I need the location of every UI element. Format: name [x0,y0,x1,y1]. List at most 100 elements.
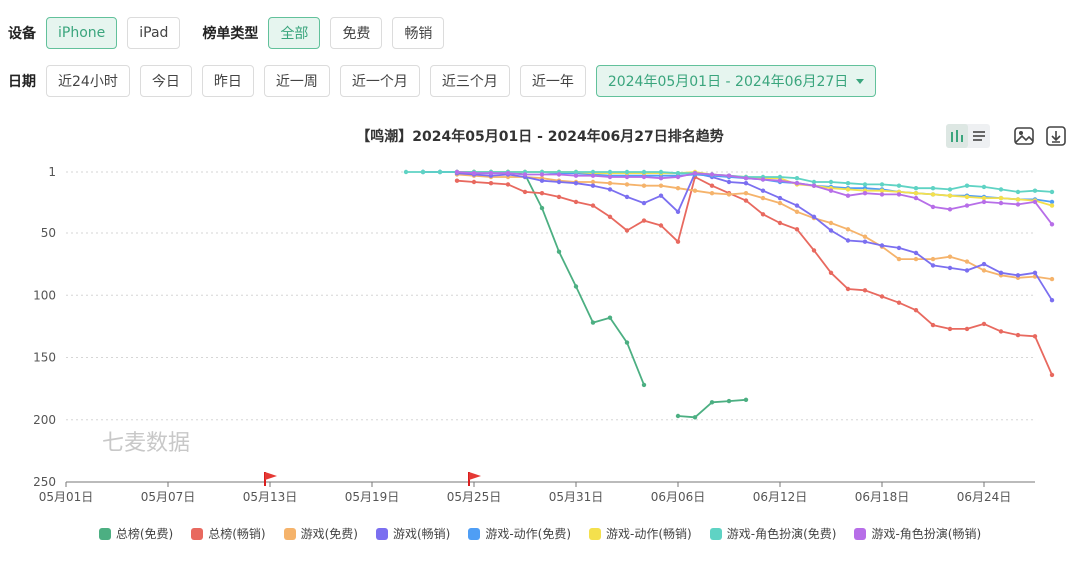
data-point[interactable] [845,238,851,243]
data-point[interactable] [896,300,902,305]
data-point[interactable] [726,173,732,178]
data-point[interactable] [811,248,817,253]
data-point[interactable] [811,183,817,188]
data-point[interactable] [947,254,953,259]
data-point[interactable] [845,187,851,192]
data-point[interactable] [590,169,596,175]
legend-item[interactable]: 总榜(畅销) [191,525,266,542]
data-point[interactable] [471,179,477,185]
data-point[interactable] [794,176,800,181]
data-point[interactable] [1015,332,1021,338]
data-point[interactable] [607,214,613,219]
data-point[interactable] [947,193,953,198]
data-point[interactable] [709,172,715,177]
download-icon[interactable] [1044,124,1068,148]
data-point[interactable] [947,265,953,271]
date-preset-24h[interactable]: 近24小时 [46,65,130,97]
list-icon[interactable] [968,124,990,148]
data-point[interactable] [998,200,1004,206]
data-point[interactable] [658,193,664,198]
data-point[interactable] [845,227,851,232]
data-point[interactable] [624,182,630,187]
data-point[interactable] [828,188,834,193]
data-point[interactable] [964,183,970,188]
data-point[interactable] [522,172,528,177]
data-point[interactable] [403,169,409,175]
date-range-picker[interactable]: 2024年05月01日 - 2024年06月27日 [595,65,877,97]
data-point[interactable] [556,249,562,254]
data-point[interactable] [845,193,851,198]
data-point[interactable] [607,315,613,320]
data-point[interactable] [437,169,443,175]
data-point[interactable] [641,218,647,223]
data-point[interactable] [862,239,868,244]
data-point[interactable] [760,188,766,193]
data-point[interactable] [539,178,545,183]
rank-type-grossing[interactable]: 畅销 [392,17,445,49]
data-point[interactable] [522,189,528,195]
data-point[interactable] [964,326,970,332]
data-point[interactable] [981,199,987,205]
legend-item[interactable]: 游戏(免费) [283,525,358,542]
data-point[interactable] [556,179,562,185]
data-point[interactable] [1015,202,1021,207]
data-point[interactable] [505,171,511,176]
data-point[interactable] [1049,203,1055,208]
data-point[interactable] [760,195,766,201]
data-point[interactable] [879,188,885,193]
data-point[interactable] [794,181,800,186]
data-point[interactable] [1032,270,1038,275]
data-point[interactable] [641,174,647,180]
data-point[interactable] [471,171,477,176]
data-point[interactable] [556,194,562,200]
data-point[interactable] [641,382,647,388]
data-point[interactable] [930,322,936,328]
event-flag-icon[interactable] [264,472,277,486]
event-flag-icon[interactable] [468,472,481,486]
bar-chart-icon[interactable] [946,124,968,148]
data-point[interactable] [573,284,579,289]
data-point[interactable] [913,186,919,191]
data-point[interactable] [607,174,613,180]
data-point[interactable] [947,207,953,212]
data-point[interactable] [590,179,596,185]
data-point[interactable] [590,173,596,178]
data-point[interactable] [573,181,579,186]
data-point[interactable] [743,397,749,402]
data-point[interactable] [930,263,936,268]
data-point[interactable] [981,261,987,267]
data-point[interactable] [896,245,902,251]
data-point[interactable] [454,169,460,175]
rank-type-free[interactable]: 免费 [330,17,383,49]
rank-type-all[interactable]: 全部 [268,17,321,49]
data-point[interactable] [556,172,562,177]
data-point[interactable] [947,326,953,332]
data-point[interactable] [879,294,885,299]
data-point[interactable] [420,169,426,175]
data-point[interactable] [624,340,630,345]
data-point[interactable] [913,308,919,313]
data-point[interactable] [760,212,766,217]
legend-item[interactable]: 游戏-角色扮演(畅销) [854,525,981,542]
data-point[interactable] [828,220,834,226]
device-option-iphone[interactable]: iPhone [46,17,118,49]
data-point[interactable] [658,223,664,228]
data-point[interactable] [743,181,749,186]
data-point[interactable] [913,195,919,201]
data-point[interactable] [794,227,800,232]
data-point[interactable] [505,182,511,187]
data-point[interactable] [998,329,1004,334]
data-point[interactable] [641,200,647,206]
data-point[interactable] [743,191,749,196]
data-point[interactable] [590,203,596,208]
data-point[interactable] [675,186,681,191]
data-point[interactable] [760,177,766,182]
data-point[interactable] [675,413,681,419]
data-point[interactable] [743,198,749,203]
data-point[interactable] [930,186,936,191]
data-point[interactable] [658,183,664,188]
date-preset-year[interactable]: 近一年 [519,65,586,97]
data-point[interactable] [1032,199,1038,205]
data-point[interactable] [658,176,664,181]
data-point[interactable] [777,220,783,226]
